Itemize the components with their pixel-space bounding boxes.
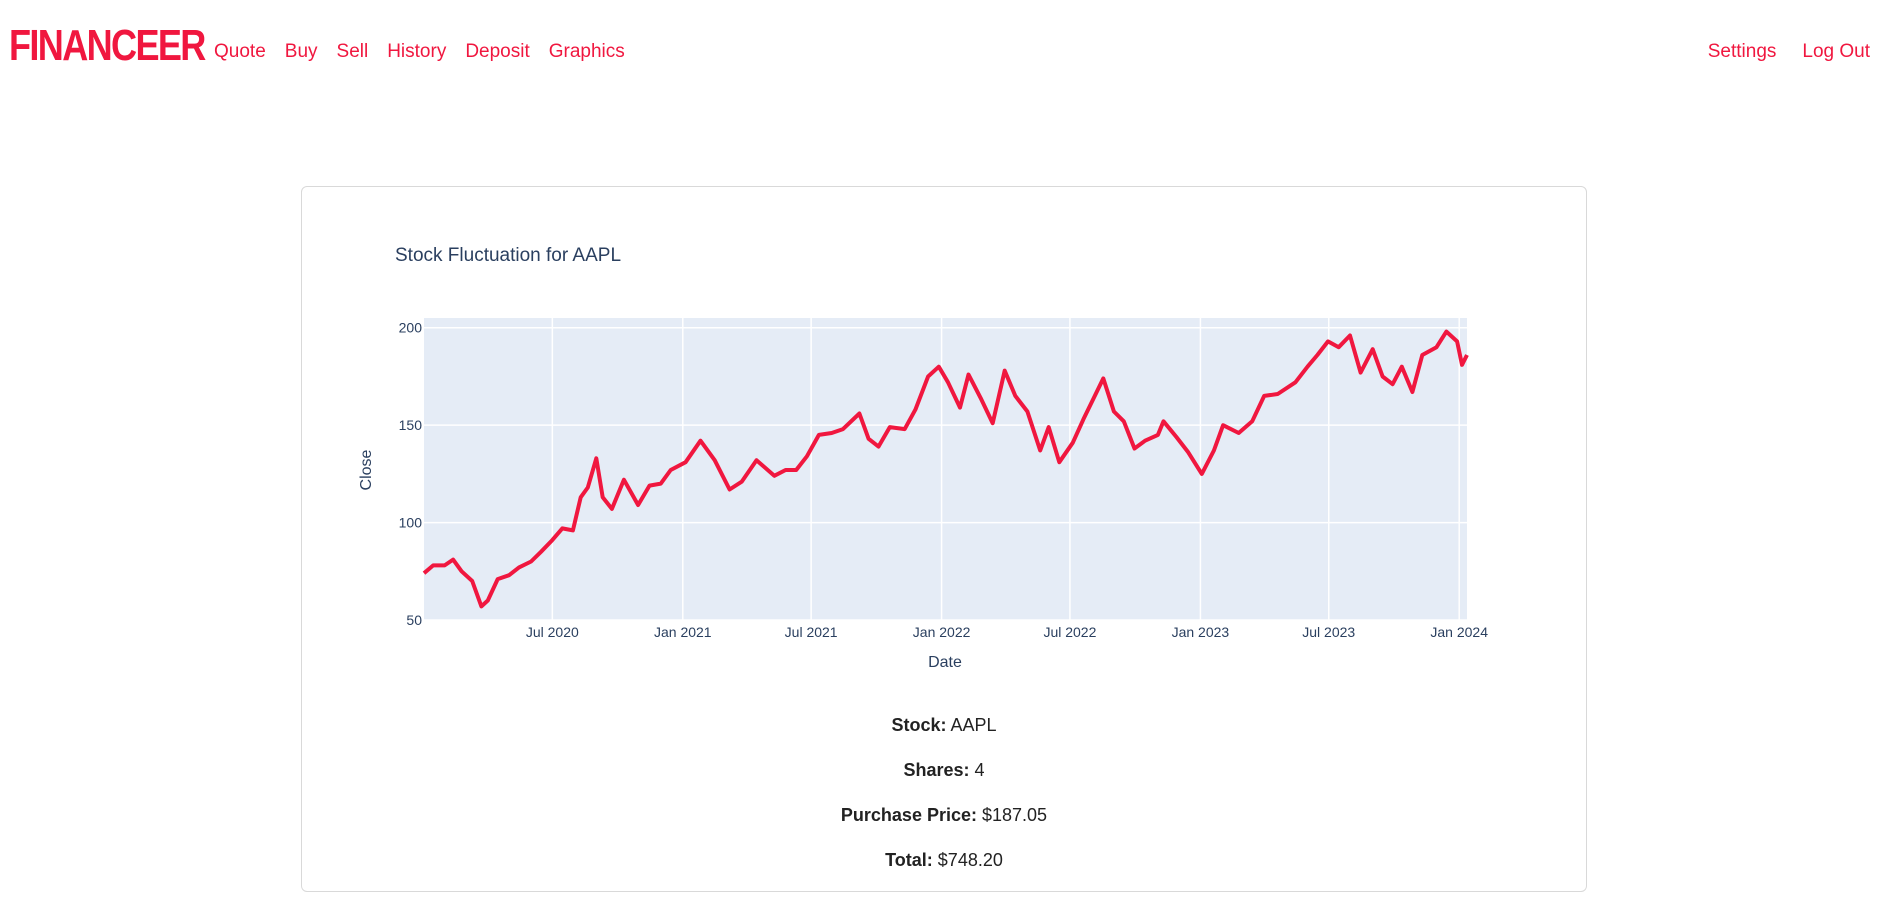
nav-link-sell[interactable]: Sell <box>336 41 369 62</box>
navbar: FINANCEER Quote Buy Sell History Deposit… <box>0 0 1886 104</box>
x-tick-label: Jul 2020 <box>526 624 579 640</box>
chart-grid <box>424 318 1467 621</box>
series-line-close <box>422 329 1469 609</box>
x-tick-label: Jul 2022 <box>1043 624 1096 640</box>
y-tick-label: 150 <box>399 417 423 433</box>
nav-link-settings[interactable]: Settings <box>1707 41 1777 62</box>
price-value: $187.05 <box>982 805 1048 825</box>
x-tick-label: Jul 2021 <box>785 624 838 640</box>
nav-link-logout[interactable]: Log Out <box>1802 41 1870 62</box>
y-tick-label: 200 <box>399 320 423 336</box>
y-tick-label: 100 <box>399 515 423 531</box>
nav-link-buy[interactable]: Buy <box>284 41 318 62</box>
x-tick-label: Jul 2023 <box>1302 624 1355 640</box>
shares-value: 4 <box>974 760 985 780</box>
nav-left: Quote Buy Sell History Deposit Graphics <box>214 40 644 64</box>
price-label: Purchase Price: <box>840 805 977 825</box>
y-axis-label: Close <box>358 449 375 490</box>
x-tick-label: Jan 2021 <box>654 624 712 640</box>
graphics-card <box>301 186 1587 892</box>
nav-link-history[interactable]: History <box>387 41 447 62</box>
x-tick-label: Jan 2022 <box>913 624 971 640</box>
total-value: $748.20 <box>937 850 1003 870</box>
x-tick-label: Jan 2023 <box>1172 624 1230 640</box>
info-shares: Shares: 4 <box>301 760 1587 781</box>
info-purchase-price: Purchase Price: $187.05 <box>301 805 1587 826</box>
y-tick-label: 50 <box>406 612 422 628</box>
nav-link-quote[interactable]: Quote <box>214 41 266 62</box>
x-axis-label: Date <box>928 654 962 671</box>
chart-title: Stock Fluctuation for AAPL <box>395 245 621 266</box>
brand-logo[interactable]: FINANCEER <box>9 21 206 70</box>
info-total: Total: $748.20 <box>301 850 1587 871</box>
nav-link-deposit[interactable]: Deposit <box>465 41 530 62</box>
stock-value: AAPL <box>950 715 997 735</box>
shares-label: Shares: <box>903 760 970 780</box>
chart-ticks: Jul 2020 Jan 2021 Jul 2021 Jan 2022 Jul 2022… <box>399 320 1489 640</box>
nav-right: Settings Log Out <box>1682 40 1870 64</box>
stock-label: Stock: <box>891 715 947 735</box>
info-stock: Stock: AAPL <box>301 715 1587 736</box>
nav-link-graphics[interactable]: Graphics <box>548 41 625 62</box>
x-tick-label: Jan 2024 <box>1430 624 1488 640</box>
total-label: Total: <box>885 850 933 870</box>
